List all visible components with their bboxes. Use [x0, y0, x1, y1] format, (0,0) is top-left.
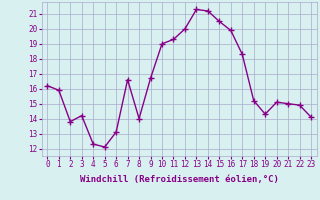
X-axis label: Windchill (Refroidissement éolien,°C): Windchill (Refroidissement éolien,°C): [80, 175, 279, 184]
